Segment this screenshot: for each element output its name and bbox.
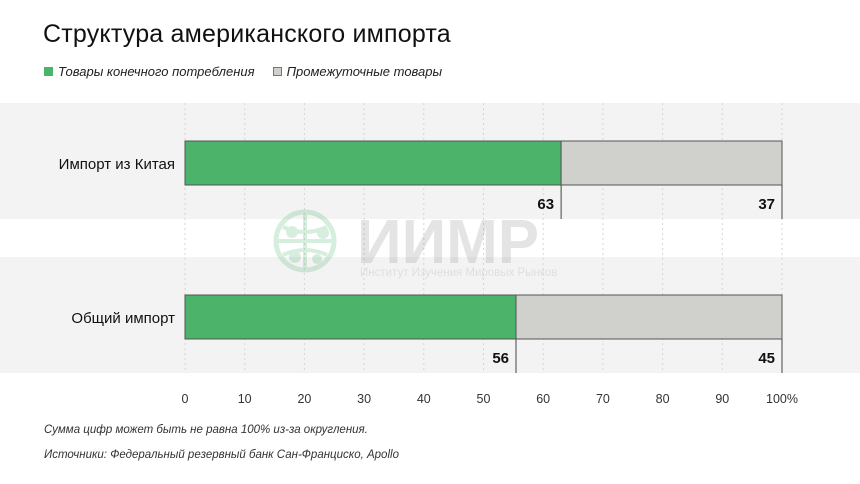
data-label: 45: [758, 350, 775, 367]
category-label: Общий импорт: [71, 310, 175, 327]
legend: Товары конечного потребления Промежуточн…: [44, 64, 460, 79]
bars: 63 37 56 45: [184, 140, 783, 373]
legend-item-consumer: Товары конечного потребления: [44, 64, 255, 79]
watermark-globe-icon: [273, 209, 337, 273]
x-tick-label: 100%: [766, 392, 798, 406]
bar-consumer: [184, 140, 562, 186]
chart-title: Структура американского импорта: [43, 20, 451, 48]
legend-item-intermediate: Промежуточные товары: [272, 64, 443, 79]
x-tick-label: 10: [238, 392, 252, 406]
x-tick-label: 50: [477, 392, 491, 406]
bar-intermediate: [515, 294, 783, 340]
data-label: 63: [537, 196, 554, 213]
category-label: Импорт из Китая: [59, 156, 175, 173]
watermark-subtitle: Институт Изучения Мировых Рынков: [360, 267, 557, 279]
x-tick-label: 40: [417, 392, 431, 406]
x-tick-label: 20: [297, 392, 311, 406]
x-tick-label: 80: [656, 392, 670, 406]
watermark: ИИМР Институт Изучения Мировых Рынков: [273, 208, 557, 279]
legend-swatch-intermediate: [272, 67, 282, 76]
x-tick-label: 30: [357, 392, 371, 406]
legend-swatch-consumer: [44, 67, 53, 76]
x-tick-label: 60: [536, 392, 550, 406]
bar-consumer: [184, 294, 517, 340]
x-tick-label: 70: [596, 392, 610, 406]
source-note: Источники: Федеральный резервный банк Са…: [44, 449, 399, 461]
x-axis: 0 10 20 30 40 50 60 70 80 90 100%: [182, 392, 798, 406]
footnote: Сумма цифр может быть не равна 100% из-з…: [44, 424, 368, 436]
x-tick-label: 90: [715, 392, 729, 406]
watermark-name: ИИМР: [357, 208, 539, 277]
data-label: 56: [492, 350, 509, 367]
legend-label-intermediate: Промежуточные товары: [286, 64, 443, 79]
category-labels: Импорт из Китая Общий импорт: [59, 156, 175, 327]
bar-intermediate: [560, 140, 783, 186]
legend-label-consumer: Товары конечного потребления: [58, 64, 255, 79]
data-label: 37: [758, 196, 775, 213]
x-tick-label: 0: [182, 392, 189, 406]
